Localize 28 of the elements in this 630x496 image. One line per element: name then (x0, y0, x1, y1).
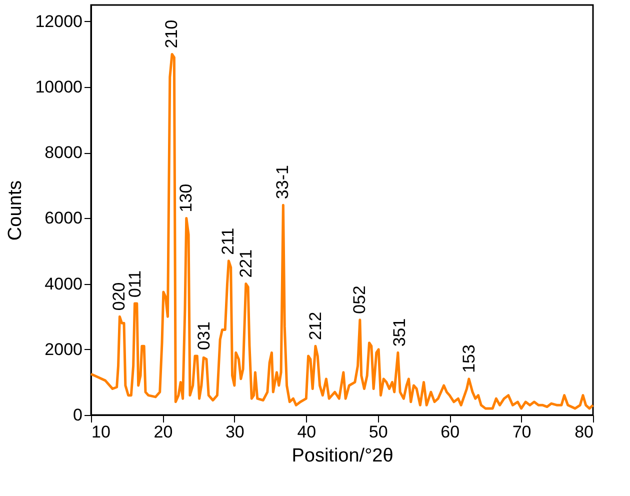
x-tick-label: 20 (154, 422, 173, 442)
y-tick-label: 0 (73, 406, 82, 424)
x-tick-label: 60 (440, 422, 460, 442)
x-tick-label: 30 (225, 422, 244, 442)
y-tick-label: 12000 (35, 12, 82, 31)
annotation: 211 (218, 228, 238, 255)
x-tick-label: 70 (512, 422, 532, 442)
annotation: 212 (306, 312, 326, 340)
annotation: 210 (162, 20, 182, 48)
x-tick-label: 40 (297, 422, 316, 442)
annotation: 153 (460, 344, 479, 373)
x-tick-label: 50 (368, 422, 388, 442)
annotation: 052 (350, 286, 369, 314)
y-tick-label: 8000 (44, 143, 82, 162)
annotation: 031 (194, 322, 214, 350)
annotation: 130 (176, 184, 196, 212)
annotation: 351 (390, 318, 410, 347)
x-axis-title: Position/°2θ (292, 446, 394, 466)
y-axis-title: Counts (5, 180, 26, 241)
y-tick-label: 6000 (44, 208, 82, 228)
y-tick-label: 10000 (35, 78, 82, 96)
x-tick-label: 10 (92, 422, 110, 442)
x-tick-label: 80 (574, 422, 594, 442)
annotation: 33-1 (273, 165, 292, 200)
annotation: 221 (236, 249, 256, 278)
y-tick-label: 2000 (44, 340, 82, 359)
line-series (90, 52, 594, 410)
y-tick-label: 4000 (44, 274, 82, 294)
